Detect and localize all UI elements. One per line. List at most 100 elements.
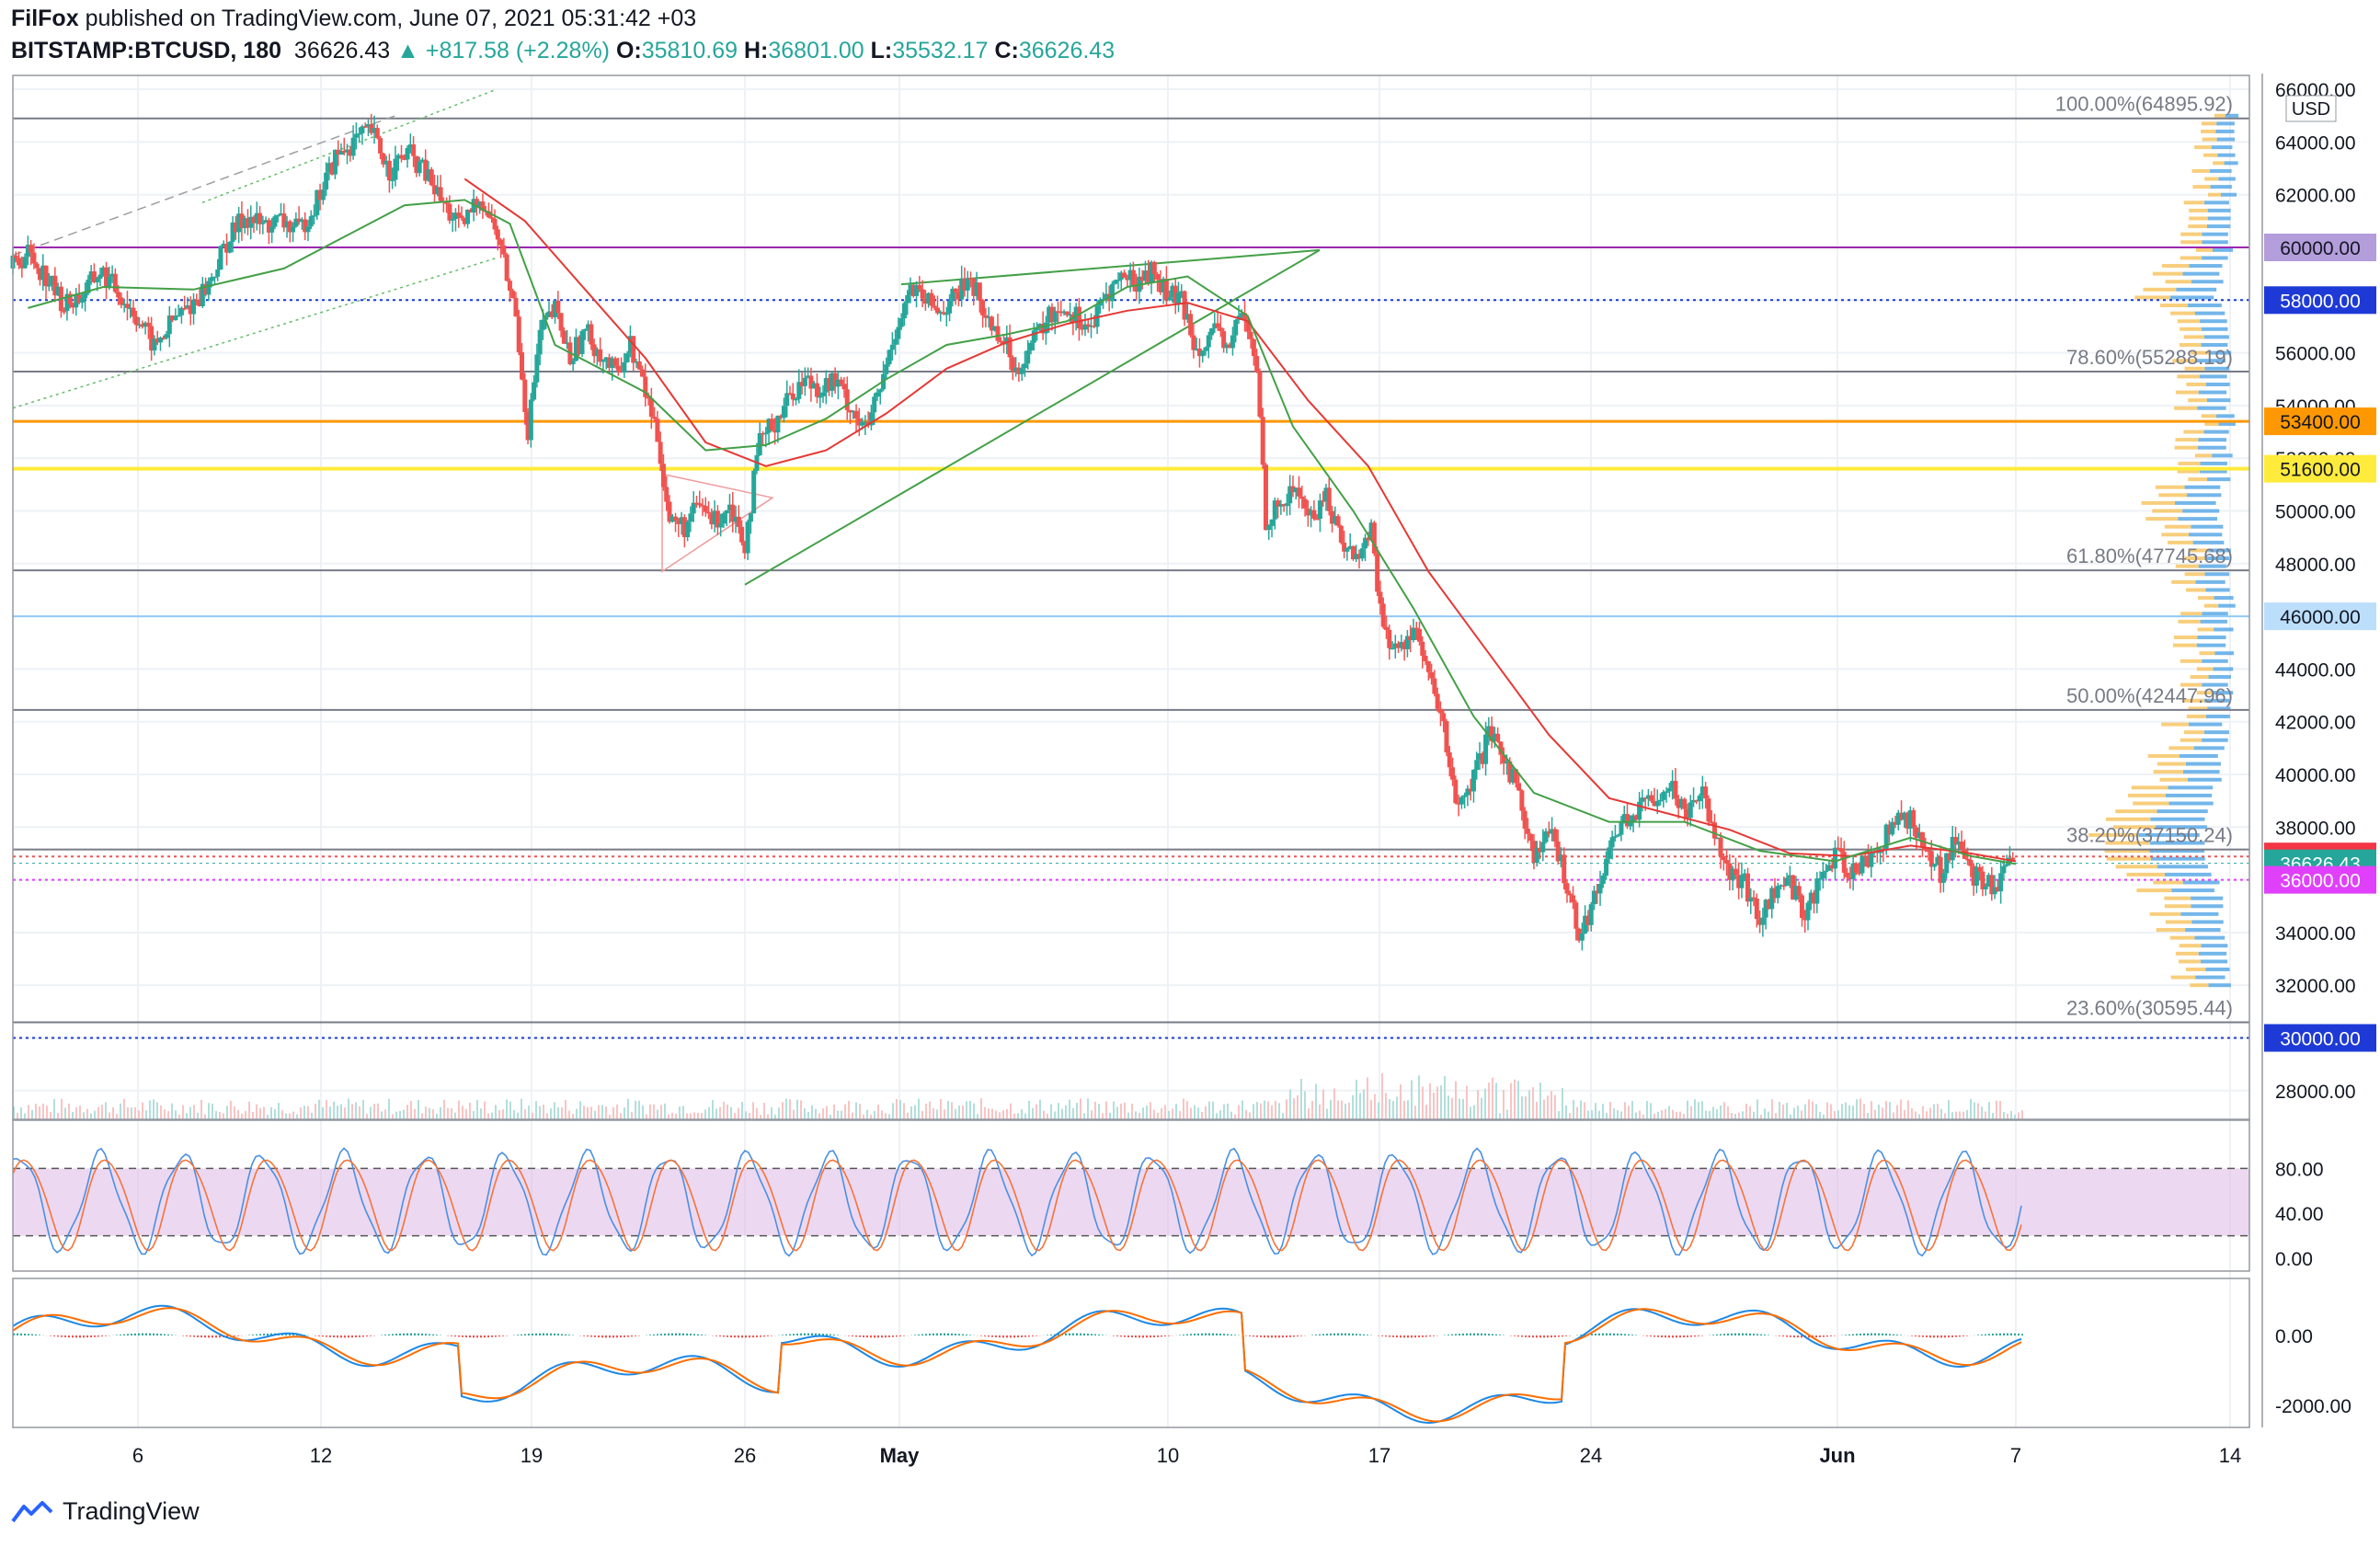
volume-bar [1595, 1103, 1596, 1120]
volume-bar [951, 1102, 953, 1120]
profile-bar-yellow [2161, 533, 2189, 537]
candle-body [615, 365, 621, 371]
profile-bar-blue [2208, 548, 2231, 553]
candle-body [751, 470, 757, 514]
candle-body [1799, 895, 1804, 919]
macd-histogram-bar [2014, 1333, 2016, 1335]
macd-histogram-bar [57, 1335, 59, 1337]
candle-body [1330, 510, 1335, 524]
macd-histogram-bar [1264, 1335, 1265, 1338]
candle-body [1200, 350, 1206, 357]
candle-body [920, 289, 925, 299]
volume-bar [1175, 1104, 1177, 1120]
volume-bar [1731, 1113, 1733, 1120]
macd-histogram-bar [1036, 1335, 1037, 1336]
candle-body [1076, 306, 1081, 329]
macd-histogram-bar [1955, 1335, 1957, 1337]
volume-bar [565, 1100, 566, 1120]
profile-bar-yellow [2170, 311, 2195, 315]
candle-body [781, 406, 786, 418]
candle-body [627, 336, 633, 354]
profile-bar-blue [2206, 224, 2231, 229]
volume-bar [1727, 1106, 1729, 1120]
macd-histogram-bar [1786, 1335, 1788, 1337]
tradingview-brand[interactable]: TradingView [11, 1497, 200, 1526]
candle-body [823, 378, 829, 393]
volume-bar [1223, 1104, 1225, 1120]
volume-bar [1573, 1099, 1574, 1120]
author-name[interactable]: FilFox [11, 6, 79, 31]
symbol-name[interactable]: BITSTAMP:BTCUSD, 180 [11, 38, 282, 63]
candle-body [1658, 799, 1664, 802]
volume-bar [1326, 1108, 1328, 1120]
candle-body [1965, 858, 1971, 861]
volume-profile [2088, 113, 2239, 988]
volume-bar [189, 1106, 191, 1120]
macd-histogram-bar [1135, 1335, 1137, 1338]
candle-body [944, 313, 949, 315]
macd-histogram-bar [1267, 1335, 1269, 1338]
volume-bar [1267, 1101, 1269, 1120]
time-axis[interactable]: 6 12 19 26 May 10 17 24 Jun 7 14 [132, 1444, 2241, 1467]
candle-body [1699, 786, 1705, 796]
macd-histogram-bar [1164, 1335, 1166, 1337]
macd-histogram-bar [28, 1334, 29, 1335]
price-tag [2264, 234, 2376, 261]
volume-bar [885, 1113, 887, 1120]
candle-body [565, 342, 570, 344]
volume-bar [1859, 1098, 1861, 1120]
candle-body [1543, 831, 1549, 842]
macd-histogram-bar [1356, 1334, 1357, 1335]
macd-histogram-bar [1915, 1335, 1917, 1337]
macd-histogram-bar [344, 1335, 346, 1338]
candle-body [1787, 875, 1792, 878]
profile-bar-yellow [2203, 153, 2218, 157]
volume-bar [1996, 1100, 1997, 1120]
candle-body [664, 487, 669, 502]
macd-histogram-bar [605, 1335, 607, 1338]
time-tick-label: 24 [1580, 1444, 1602, 1467]
candle-body [1392, 643, 1398, 648]
volume-bar [1665, 1108, 1666, 1120]
volume-bar [403, 1109, 405, 1120]
volume-bar [1606, 1113, 1608, 1120]
candle-body [1507, 761, 1513, 783]
profile-bar-blue [2201, 944, 2228, 948]
close-label: C: [994, 38, 1019, 63]
macd-histogram-bar [826, 1334, 828, 1335]
candle-body [395, 155, 401, 159]
profile-bar-blue [2188, 533, 2223, 537]
volume-bar [1021, 1109, 1023, 1120]
volume-bar [1341, 1100, 1343, 1120]
macd-histogram-bar [1083, 1333, 1085, 1335]
volume-bar [1131, 1103, 1133, 1120]
volume-bar [370, 1106, 372, 1120]
macd-histogram-bar [1595, 1333, 1596, 1335]
candle-body [260, 223, 266, 224]
profile-bar-yellow [2178, 959, 2201, 964]
volume-bar [1264, 1100, 1265, 1120]
candle-body [194, 299, 200, 302]
volume-bar [1392, 1101, 1394, 1120]
symbol-legend: BITSTAMP:BTCUSD, 180 36626.43 ▲ +817.58 … [11, 38, 1115, 64]
price-axis[interactable]: 66000.0064000.0062000.0060000.0058000.00… [2264, 80, 2376, 1417]
macd-histogram-bar [1525, 1335, 1527, 1337]
candle-body [1703, 786, 1709, 799]
macd-histogram-bar [664, 1333, 666, 1335]
candle-body [1402, 642, 1407, 649]
volume-bar [1900, 1099, 1902, 1120]
profile-bar-blue [2168, 785, 2214, 790]
macd-histogram-bar [2010, 1333, 2012, 1335]
volume-bar [1495, 1083, 1497, 1120]
macd-histogram-bar [1756, 1334, 1758, 1335]
profile-bar-yellow [2189, 208, 2208, 212]
candle-body [128, 307, 133, 310]
candle-body [1342, 542, 1347, 552]
candle-body [245, 218, 250, 228]
volume-bar [682, 1106, 684, 1120]
candle-body [34, 263, 40, 269]
price-tag-label: 46000.00 [2280, 607, 2361, 628]
candle-body [1531, 841, 1537, 864]
volume-bar [1396, 1096, 1398, 1120]
